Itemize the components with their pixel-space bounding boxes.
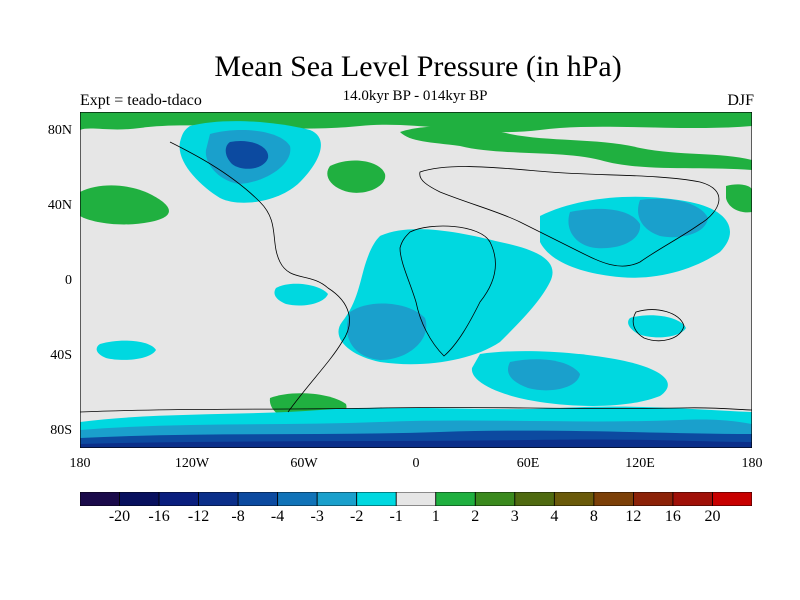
colorbar-label: 3 <box>510 508 519 525</box>
x-tick-label: 180 <box>741 456 763 471</box>
colorbar-swatch <box>356 492 397 506</box>
colorbar-swatch <box>672 492 713 506</box>
x-tick-label: 60W <box>290 456 318 471</box>
atlantic-high <box>327 160 386 193</box>
colorbar-label: 20 <box>704 508 721 525</box>
colorbar-swatch <box>633 492 674 506</box>
antarctic-band-4 <box>80 439 752 448</box>
eurasia-positive-band <box>400 126 752 170</box>
south-atlantic-low-core <box>346 303 427 360</box>
colorbar-label: 8 <box>589 508 598 525</box>
colorbar-label: 2 <box>471 508 480 525</box>
colorbar-swatch <box>198 492 239 506</box>
colorbar <box>80 492 752 506</box>
east-asia-low-core <box>638 198 708 238</box>
time-period-subtitle: 14.0kyr BP - 014kyr BP <box>342 88 488 104</box>
colorbar-label: -2 <box>350 508 364 525</box>
x-tick-label: 60E <box>516 456 540 471</box>
colorbar-swatch <box>435 492 476 506</box>
colorbar-label: -16 <box>148 508 170 525</box>
colorbar-swatch <box>119 492 160 506</box>
y-tick-label: 0 <box>65 273 72 288</box>
colorbar-label: -3 <box>310 508 324 525</box>
x-tick-label: 0 <box>412 456 420 471</box>
pacific-high-east <box>726 184 752 213</box>
colorbar-label: -12 <box>187 508 210 525</box>
colorbar-swatch <box>316 492 358 506</box>
colorbar-label: -4 <box>270 508 285 525</box>
coastlines <box>80 141 752 413</box>
colorbar-swatch <box>474 492 516 506</box>
colorbar-swatch <box>514 492 555 506</box>
y-tick-label: 80N <box>47 123 72 138</box>
chart-title: Mean Sea Level Pressure (in hPa) <box>214 50 622 83</box>
colorbar-label: -20 <box>108 508 131 525</box>
colorbar-label: 4 <box>550 508 559 525</box>
colorbar-swatch <box>80 492 120 506</box>
colorbar-label: 1 <box>431 508 440 525</box>
colorbar-swatch <box>237 492 279 506</box>
south-pacific-low <box>96 340 156 360</box>
colorbar-swatch <box>553 492 595 506</box>
colorbar-swatch <box>593 492 634 506</box>
x-tick-label: 120E <box>625 456 655 471</box>
south-america-low <box>274 283 328 306</box>
colorbar-label: -1 <box>389 508 403 525</box>
colorbar-swatch <box>395 492 437 506</box>
y-tick-label: 40S <box>50 348 72 363</box>
colorbar-label: 16 <box>664 508 681 525</box>
x-tick-label: 120W <box>174 456 210 471</box>
asia-low-core <box>568 208 641 249</box>
pressure-map <box>80 112 752 448</box>
experiment-label: Expt = teado-tdaco <box>80 92 202 109</box>
colorbar-swatch <box>712 492 752 506</box>
y-tick-label: 80S <box>50 423 72 438</box>
season-label: DJF <box>727 92 754 109</box>
colorbar-swatch <box>277 492 318 506</box>
colorbar-label: -8 <box>231 508 245 525</box>
colorbar-label: 12 <box>625 508 642 525</box>
x-tick-label: 180 <box>69 456 91 471</box>
pacific-high-west <box>80 185 169 225</box>
indian-ocean-low-core <box>508 359 580 391</box>
australia-low <box>628 315 686 338</box>
colorbar-swatch <box>158 492 199 506</box>
y-tick-label: 40N <box>47 198 72 213</box>
north-america-low-center <box>225 140 269 169</box>
